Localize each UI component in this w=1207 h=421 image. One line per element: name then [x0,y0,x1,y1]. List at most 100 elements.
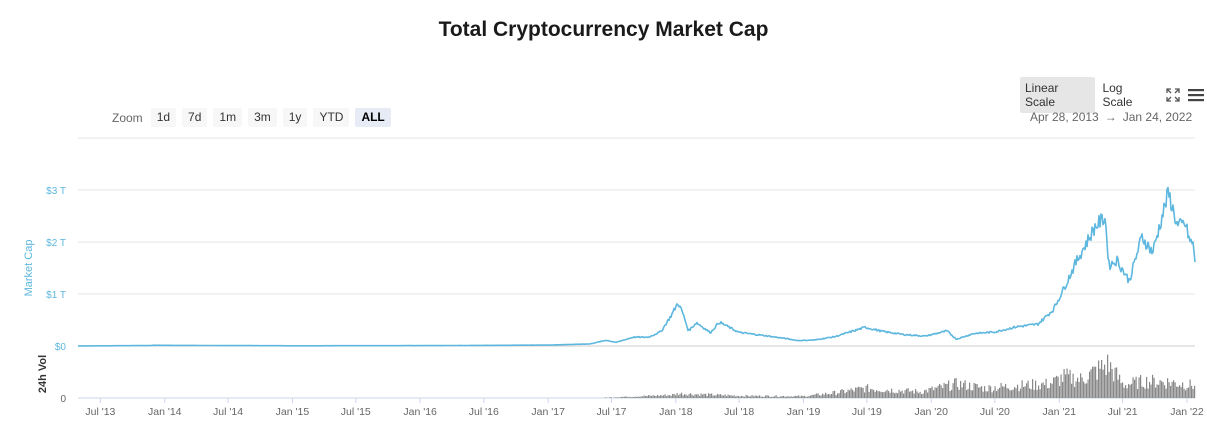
volume-bar [907,388,909,398]
volume-bar [829,394,831,398]
volume-bar [849,390,851,398]
volume-bar [622,396,624,398]
zoom-7d-button[interactable]: 7d [182,108,208,127]
volume-bar [957,387,959,398]
volume-bar [1191,385,1193,398]
volume-bar [732,395,734,398]
volume-bar [831,393,833,398]
linear-scale-button[interactable]: Linear Scale [1020,77,1096,113]
volume-bar [1099,368,1101,398]
volume-bar [1125,385,1127,398]
volume-bar [610,397,612,398]
volume-bar [906,388,908,398]
volume-bar [1162,382,1164,398]
range-to[interactable]: Jan 24, 2022 [1122,110,1193,124]
volume-bar [880,391,882,398]
zoom-ytd-button[interactable]: YTD [313,108,350,127]
volume-bar [1036,389,1038,398]
volume-bar [1069,369,1071,398]
volume-bar [1161,381,1163,398]
zoom-1d-button[interactable]: 1d [150,108,177,127]
chart-title: Total Cryptocurrency Market Cap [438,18,769,41]
volume-bar [1078,382,1080,398]
volume-bar [996,391,998,398]
volume-axis-title: 24h Vol [37,355,49,393]
volume-bar [1138,377,1140,398]
volume-bar [618,397,620,398]
volume-bar [1165,388,1167,398]
volume-bar [649,395,651,398]
volume-bar [682,395,684,398]
y-tick-label: $0 [55,342,67,353]
volume-bar [987,391,989,398]
x-tick-label: Jul '18 [724,406,754,418]
hamburger-menu-icon[interactable] [1185,84,1207,106]
volume-bar [1063,369,1065,398]
volume-bar [1134,379,1136,398]
volume-bar [756,395,758,398]
volume-bar [958,389,960,398]
volume-bar [697,394,699,398]
volume-bar [771,396,773,398]
volume-bar [1021,380,1023,398]
volume-bar [681,392,683,398]
volume-bar [616,397,618,398]
volume-bar [1153,377,1155,398]
volume-bar [688,394,690,398]
zoom-3m-button[interactable]: 3m [248,108,277,127]
volume-bar [1158,384,1160,398]
volume-bar [1000,382,1002,398]
volume-bar [1039,389,1041,398]
volume-bar [778,396,780,398]
volume-bar [630,397,632,398]
volume-bar [867,384,869,398]
volume-bar [933,390,935,398]
volume-bar [784,396,786,398]
volume-bar [1057,376,1059,398]
volume-bar [883,392,885,398]
volume-bar [1128,384,1130,398]
zoom-1m-button[interactable]: 1m [213,108,243,127]
log-scale-button[interactable]: Log Scale [1097,77,1160,113]
volume-bar [811,394,813,398]
volume-y-tick-label: 0 [60,394,66,405]
zoom-1y-button[interactable]: 1y [282,108,308,127]
volume-bar [964,380,966,398]
range-from[interactable]: Apr 28, 2013 [1030,110,1099,124]
x-tick-label: Jan '17 [531,406,565,418]
volume-bar [861,387,863,398]
volume-bar [648,395,650,398]
volume-bar [913,393,915,398]
volume-bar [1074,386,1076,398]
volume-bar [799,396,801,398]
volume-bar [1111,368,1113,398]
volume-bar [651,396,653,398]
volume-bar [661,395,663,398]
volume-bar [1167,378,1169,398]
volume-bar [1018,391,1020,398]
volume-bar [1006,388,1008,398]
volume-bar [613,397,615,398]
zoom-all-button[interactable]: ALL [355,108,391,127]
volume-bar [921,394,923,398]
x-tick-label: Jan '18 [659,406,693,418]
volume-bar [874,391,876,398]
volume-bar [924,390,926,398]
volume-bar [828,393,830,398]
volume-bar [663,395,665,398]
fullscreen-icon[interactable] [1162,84,1184,106]
volume-bar [604,397,606,398]
volume-bar [619,397,621,398]
volume-bar [901,390,903,398]
volume-bar [637,396,639,398]
volume-bar [937,385,939,398]
volume-bar [916,391,918,398]
volume-bar [1044,385,1046,398]
volume-bar [1141,386,1143,398]
volume-bar [1042,382,1044,398]
date-range: Apr 28, 2013 → Jan 24, 2022 [1030,110,1192,124]
volume-bar [645,396,647,398]
volume-bar [853,391,855,398]
x-tick-label: Jul '13 [85,406,115,418]
volume-bar [1179,385,1181,398]
